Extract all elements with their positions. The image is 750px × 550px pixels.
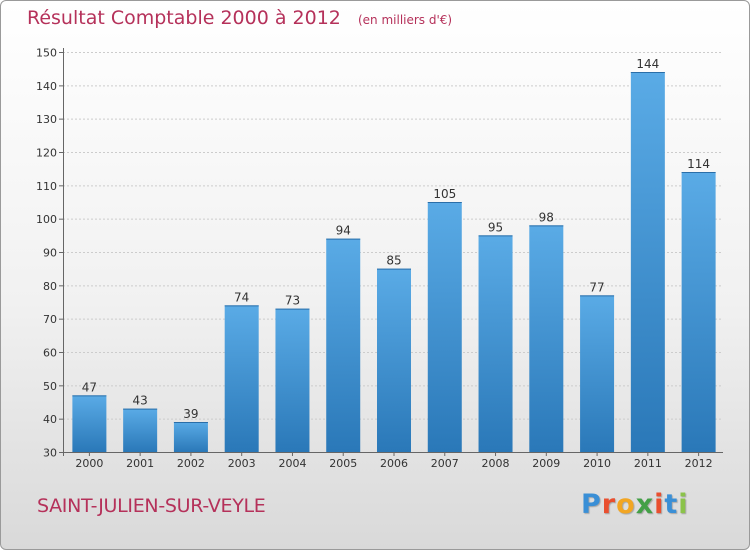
- y-tick-label: 60: [43, 347, 57, 360]
- x-tick-label: 2009: [532, 457, 560, 470]
- data-label: 73: [285, 294, 300, 308]
- bar-2007: [427, 202, 462, 452]
- data-label: 144: [636, 57, 659, 71]
- logo-letter: i: [654, 489, 665, 520]
- bar-2002: [173, 422, 208, 452]
- y-tick-label: 80: [43, 280, 57, 293]
- y-tick-label: 40: [43, 413, 57, 426]
- y-tick-label: 140: [36, 80, 57, 93]
- data-label: 47: [82, 380, 97, 394]
- bar-2001: [123, 408, 158, 452]
- bar-2009: [529, 225, 564, 452]
- bar-2012: [681, 172, 716, 452]
- data-label: 95: [488, 220, 503, 234]
- logo-letter: r: [601, 489, 617, 520]
- axes: 30 40 50 60 70 80 90 100 110 120 130 140 150: [36, 47, 723, 460]
- labels: 47 2000 43 2001 39 2002 74 2003 73 2004 94 2005 85 20…: [75, 57, 712, 470]
- y-tick-label: 30: [43, 447, 57, 460]
- logo-letter: x: [635, 489, 655, 520]
- bar-2000: [72, 395, 107, 452]
- bar-2008: [478, 235, 513, 452]
- bar-2011: [630, 72, 665, 452]
- x-tick-label: 2012: [685, 457, 713, 470]
- x-tick-label: 2000: [75, 457, 103, 470]
- chart-title-block: Résultat Comptable 2000 à 2012 (en milli…: [27, 7, 452, 29]
- bar-2005: [326, 238, 361, 452]
- data-label: 98: [539, 210, 554, 224]
- data-label: 43: [133, 394, 148, 408]
- y-tick-label: 120: [36, 147, 57, 160]
- data-label: 105: [433, 187, 456, 201]
- chart-title: Résultat Comptable 2000 à 2012: [27, 7, 341, 29]
- y-tick-label: 110: [36, 180, 57, 193]
- y-tick-label: 90: [43, 247, 57, 260]
- y-tick-label: 50: [43, 380, 57, 393]
- data-label: 85: [386, 254, 401, 268]
- bar-2010: [580, 295, 615, 452]
- x-tick-label: 2002: [177, 457, 205, 470]
- data-label: 77: [589, 280, 604, 294]
- x-tick-label: 2005: [329, 457, 357, 470]
- data-label: 94: [336, 224, 351, 238]
- x-tick-label: 2011: [634, 457, 662, 470]
- data-label: 74: [234, 290, 249, 304]
- x-tick-label: 2007: [431, 457, 459, 470]
- unit-note: (en milliers d'€): [357, 13, 453, 27]
- bar-2004: [275, 308, 310, 452]
- x-tick-label: 2010: [583, 457, 611, 470]
- data-label: 39: [183, 407, 198, 421]
- x-tick-label: 2003: [228, 457, 256, 470]
- y-tick-label: 70: [43, 313, 57, 326]
- logo-letter: P: [581, 489, 602, 520]
- proxiti-logo: Proxiti: [581, 489, 689, 520]
- bar-2003: [224, 305, 259, 452]
- y-tick-label: 150: [36, 47, 57, 60]
- logo-letter: o: [616, 489, 636, 520]
- x-tick-label: 2001: [126, 457, 154, 470]
- y-tick-label: 130: [36, 113, 57, 126]
- logo-letter: t: [664, 489, 679, 520]
- bars: [72, 72, 716, 452]
- gridlines: [63, 52, 723, 420]
- x-tick-label: 2008: [482, 457, 510, 470]
- bar-2006: [377, 268, 411, 452]
- x-tick-label: 2006: [380, 457, 408, 470]
- x-tick-label: 2004: [278, 457, 306, 470]
- commune-name: SAINT-JULIEN-SUR-VEYLE: [37, 495, 266, 517]
- y-tick-label: 100: [36, 213, 57, 226]
- logo-letter: i: [678, 489, 689, 520]
- data-label: 114: [687, 157, 710, 171]
